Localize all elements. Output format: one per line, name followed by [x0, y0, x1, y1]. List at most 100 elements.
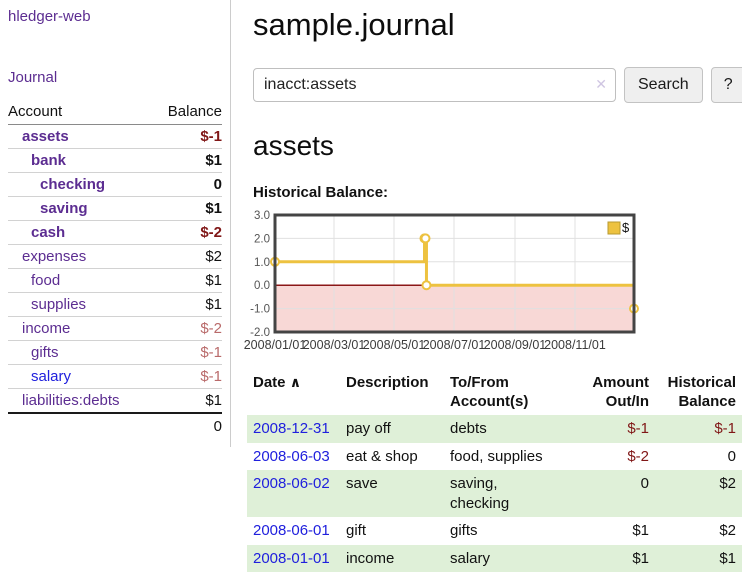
historical-balance-chart: $3.0 2.0 1.0 0.0 -1.0 -2.0 2008/01/01 2008/03/0…: [244, 210, 742, 355]
account-name-link[interactable]: liabilities:debts: [22, 392, 120, 409]
register-row: 2008-06-03 eat & shop food, supplies $-2 0: [247, 443, 742, 471]
account-balance: $2: [152, 244, 222, 269]
account-balance: $-1: [152, 364, 222, 389]
accounts-col-balance: Balance: [152, 100, 222, 125]
register-table: Date ∧ Description To/From Account(s) Am…: [247, 371, 742, 573]
register-amount: $1: [632, 522, 649, 540]
register-header-date[interactable]: Date ∧: [253, 374, 301, 391]
account-name-link[interactable]: income: [22, 320, 71, 337]
svg-text:2008/05/01: 2008/05/01: [363, 338, 426, 352]
register-header-balance: Historical Balance: [667, 374, 736, 411]
account-balance: $-2: [152, 220, 222, 245]
account-balance: $1: [152, 148, 222, 173]
account-balance: $-2: [152, 316, 222, 341]
register-accounts: gifts: [450, 522, 478, 540]
svg-text:-1.0: -1.0: [250, 304, 270, 316]
sort-asc-icon: ∧: [289, 374, 301, 390]
register-date-cell: 2008-06-03: [247, 443, 340, 471]
register-description: gift: [346, 522, 367, 540]
clear-search-icon[interactable]: ✕: [595, 76, 607, 92]
account-balance: $1: [152, 292, 222, 317]
help-button[interactable]: ?: [710, 67, 742, 103]
register-date-cell: 2008-12-31: [247, 415, 340, 443]
svg-text:2008/07/01: 2008/07/01: [423, 338, 486, 352]
account-row: income $-2: [8, 316, 222, 341]
register-balance: $2: [719, 475, 736, 493]
accounts-table: Account Balance assets $-1 bank $1 checking 0…: [8, 100, 222, 439]
account-name-link[interactable]: assets: [22, 128, 69, 145]
account-name-link[interactable]: bank: [31, 152, 67, 169]
accounts-col-account: Account: [8, 100, 152, 125]
register-amount: $-2: [627, 447, 649, 465]
account-name-link[interactable]: saving: [40, 200, 88, 217]
total-balance: 0: [152, 412, 222, 439]
svg-text:$: $: [622, 220, 630, 235]
account-balance: $1: [152, 388, 222, 413]
account-name-link[interactable]: supplies: [31, 296, 87, 313]
register-amount: $-1: [627, 420, 649, 438]
register-date-link[interactable]: 2008-01-01: [253, 549, 330, 567]
svg-text:2008/03/01: 2008/03/01: [303, 338, 366, 352]
account-balance: $1: [152, 196, 222, 221]
main-panel: sample.journal ✕ Search ? assets Histori…: [232, 0, 742, 573]
account-row: liabilities:debts $1: [8, 388, 222, 413]
chart-title: Historical Balance:: [253, 184, 389, 201]
svg-text:2008/01/01: 2008/01/01: [244, 338, 307, 352]
account-name-link[interactable]: checking: [40, 176, 106, 193]
register-header-description: Description: [346, 374, 429, 391]
register-row: 2008-06-01 gift gifts $1 $2: [247, 517, 742, 545]
register-accounts: saving, checking: [450, 475, 510, 512]
register-row: 2008-12-31 pay off debts $-1 $-1: [247, 415, 742, 443]
register-date-link[interactable]: 2008-12-31: [253, 420, 330, 438]
svg-text:2.0: 2.0: [254, 233, 270, 245]
svg-text:2008/11/01: 2008/11/01: [544, 338, 606, 352]
search-input[interactable]: [253, 68, 616, 102]
account-row: expenses $2: [8, 244, 222, 269]
account-row: bank $1: [8, 148, 222, 173]
account-balance: $-1: [200, 128, 222, 145]
account-name-link[interactable]: cash: [31, 224, 66, 241]
register-balance: 0: [727, 447, 736, 465]
register-row: 2008-01-01 income salary $1 $1: [247, 544, 742, 573]
register-date-link[interactable]: 2008-06-02: [253, 475, 330, 493]
register-description: save: [346, 475, 378, 493]
sidebar: hledger-web Journal Account Balance asse…: [0, 0, 231, 447]
search-button[interactable]: Search: [624, 67, 703, 103]
account-row: gifts $-1: [8, 340, 222, 365]
accounts-total-row: 0: [8, 412, 222, 439]
register-balance: $2: [719, 522, 736, 540]
register-header-amount: Amount Out/In: [592, 374, 649, 411]
svg-text:3.0: 3.0: [254, 210, 270, 222]
search-bar: ✕ Search ?: [253, 67, 742, 103]
page-title: sample.journal: [253, 7, 455, 42]
svg-text:1.0: 1.0: [254, 257, 270, 269]
account-row: supplies $1: [8, 292, 222, 317]
account-name-link[interactable]: salary: [31, 368, 72, 385]
register-date-link[interactable]: 2008-06-03: [253, 447, 330, 465]
register-date-cell: 2008-06-02: [247, 470, 340, 517]
register-accounts: debts: [450, 420, 487, 438]
register-header-accounts: To/From Account(s): [450, 374, 529, 411]
account-row: cash $-2: [8, 220, 222, 245]
register-date-link[interactable]: 2008-06-01: [253, 522, 330, 540]
account-row: salary $-1: [8, 364, 222, 389]
register-amount: 0: [640, 475, 649, 493]
account-heading: assets: [253, 130, 334, 161]
account-balance: 0: [152, 172, 222, 197]
register-balance: $-1: [714, 420, 736, 438]
register-accounts: food, supplies: [450, 447, 543, 465]
register-balance: $1: [719, 549, 736, 567]
account-name-link[interactable]: expenses: [22, 248, 87, 265]
register-description: income: [346, 549, 395, 567]
account-row: assets $-1: [8, 125, 222, 149]
nav-journal-link[interactable]: Journal: [8, 69, 58, 86]
account-name-link[interactable]: gifts: [31, 344, 59, 361]
svg-text:0.0: 0.0: [254, 280, 270, 292]
brand-link[interactable]: hledger-web: [8, 8, 91, 25]
register-description: pay off: [346, 420, 391, 438]
account-balance: $-1: [152, 340, 222, 365]
register-date-cell: 2008-06-01: [247, 517, 340, 545]
register-accounts: salary: [450, 549, 491, 567]
account-name-link[interactable]: food: [31, 272, 61, 289]
account-row: saving $1: [8, 196, 222, 221]
